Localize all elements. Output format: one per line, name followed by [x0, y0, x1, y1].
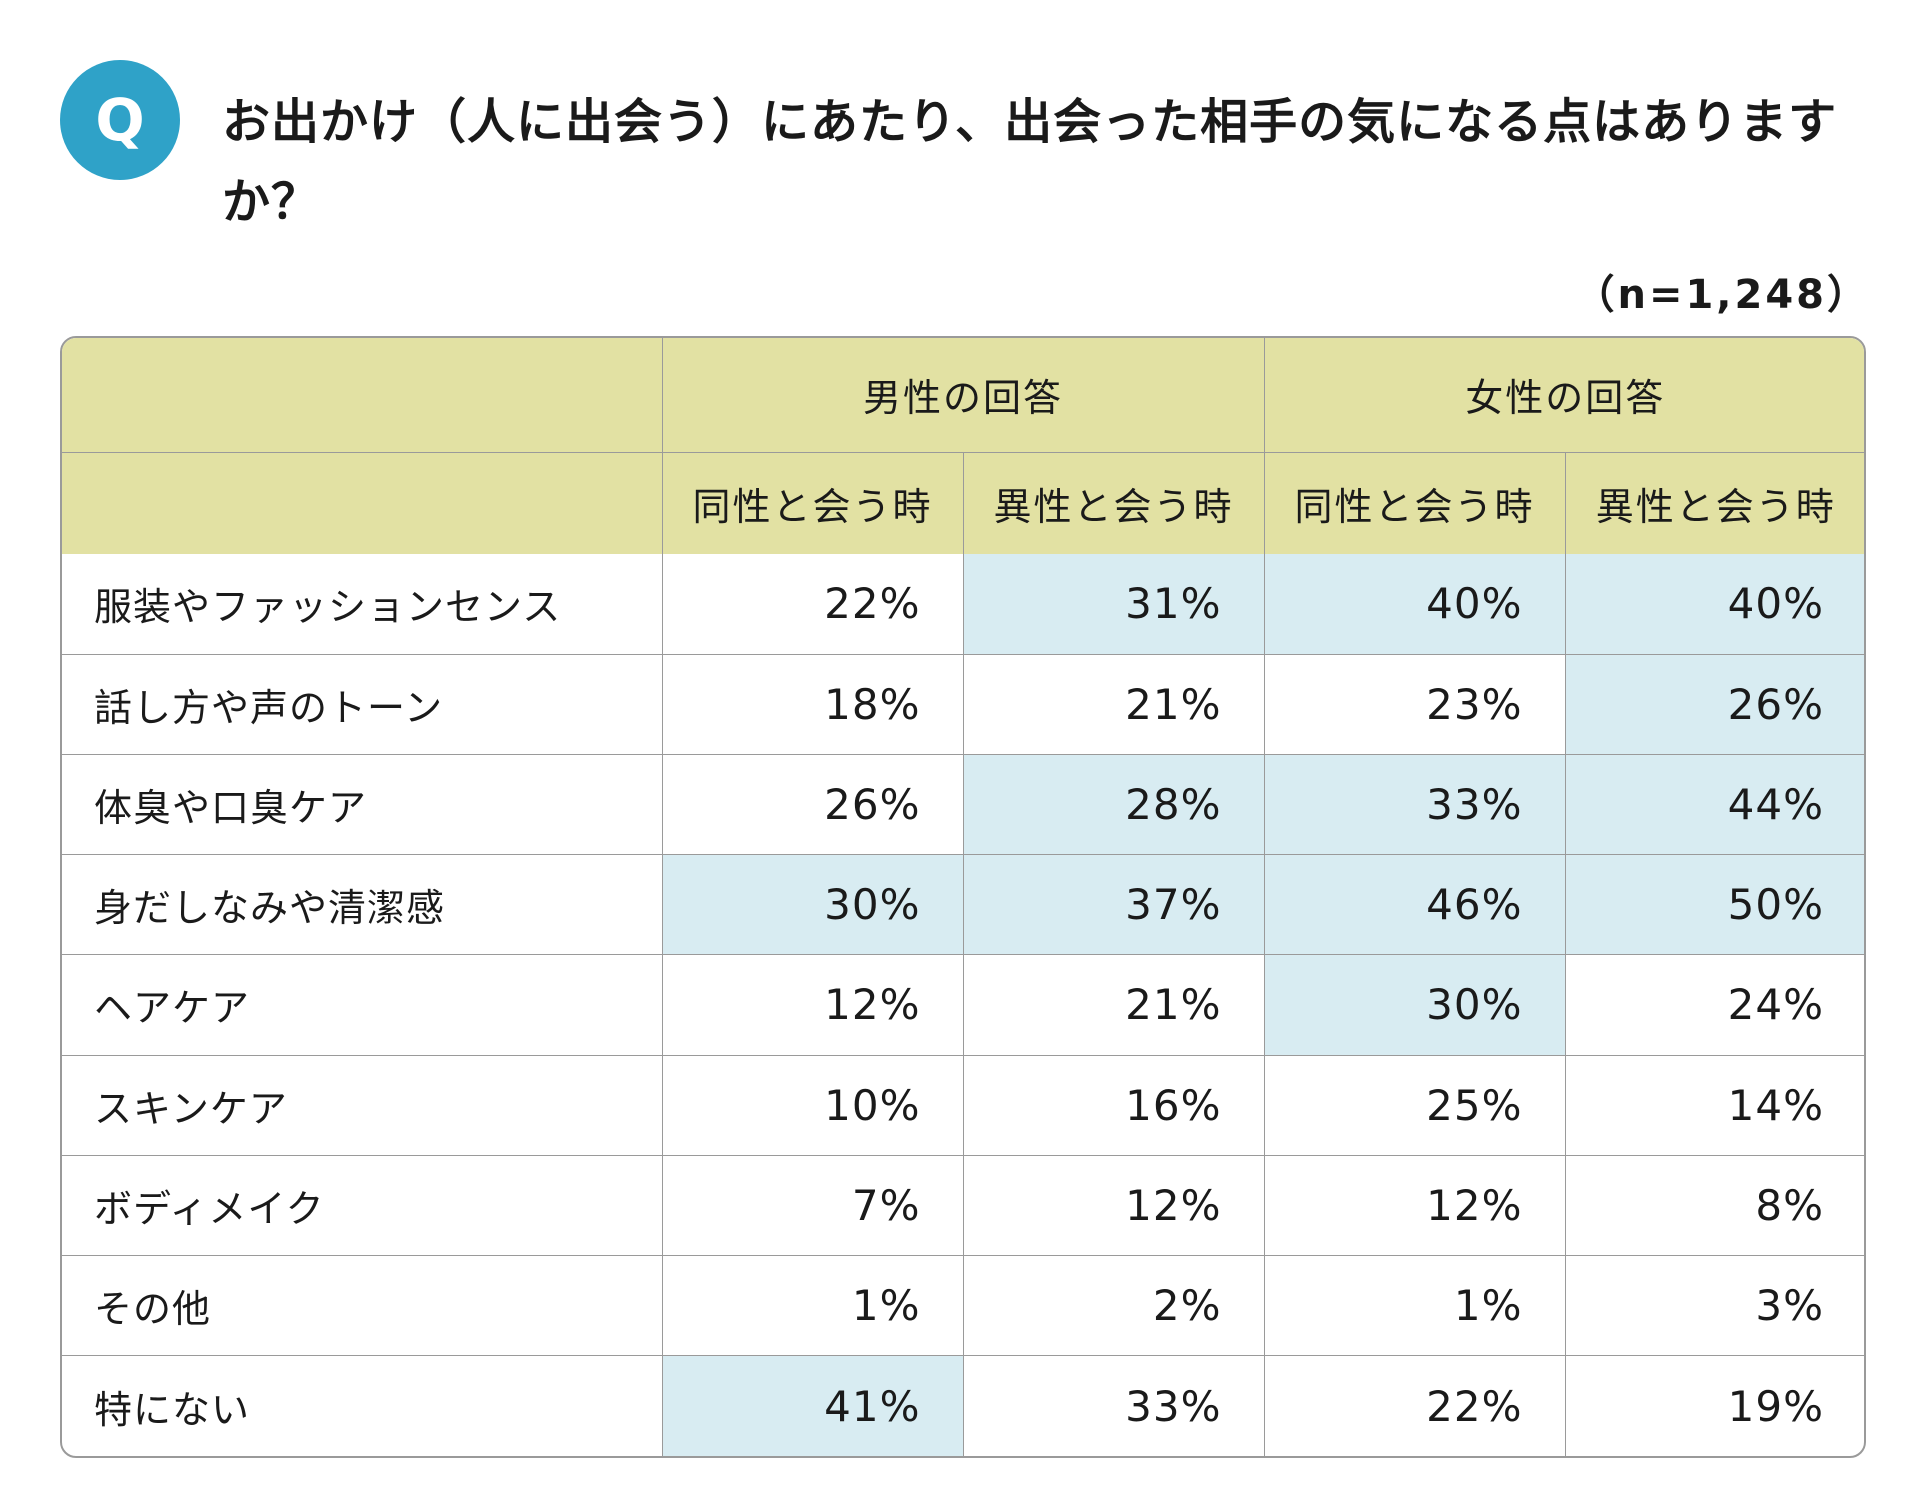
header-group-female: 女性の回答 — [1263, 338, 1864, 453]
cell-value: 41% — [661, 1355, 964, 1456]
cell-value: 23% — [1263, 653, 1566, 755]
header-col-female-same: 同性と会う時 — [1263, 451, 1566, 554]
table-row: 話し方や声のトーン 18% 21% 23% 26% — [62, 653, 1864, 755]
cell-value: 1% — [661, 1255, 964, 1357]
cell-value: 12% — [1263, 1154, 1566, 1257]
cell-value: 2% — [962, 1255, 1265, 1357]
cell-value: 26% — [1564, 653, 1864, 755]
cell-value: 8% — [1564, 1154, 1864, 1257]
cell-value: 40% — [1263, 554, 1566, 655]
cell-value: 12% — [661, 954, 964, 1056]
results-table: 男性の回答 女性の回答 同性と会う時 異性と会う時 同性と会う時 異性と会う時 … — [62, 338, 1864, 1456]
question-badge-icon: Q — [60, 60, 180, 180]
results-table-container: 男性の回答 女性の回答 同性と会う時 異性と会う時 同性と会う時 異性と会う時 … — [60, 336, 1866, 1458]
cell-value: 46% — [1263, 854, 1566, 956]
row-label: 体臭や口臭ケア — [62, 753, 663, 856]
table-row: 特にない 41% 33% 22% 19% — [62, 1355, 1864, 1456]
cell-value: 37% — [962, 854, 1265, 956]
cell-value: 40% — [1564, 554, 1864, 655]
cell-value: 3% — [1564, 1255, 1864, 1357]
sample-size: （n=1,248） — [1574, 272, 1870, 318]
table-body: 服装やファッションセンス 22% 31% 40% 40% 話し方や声のトーン 1… — [62, 554, 1864, 1456]
header-corner-bottom — [62, 451, 663, 554]
cell-value: 10% — [661, 1054, 964, 1156]
cell-value: 19% — [1564, 1355, 1864, 1456]
row-label: スキンケア — [62, 1054, 663, 1156]
table-row: 身だしなみや清潔感 30% 37% 46% 50% — [62, 854, 1864, 956]
table-row: ボディメイク 7% 12% 12% 8% — [62, 1154, 1864, 1257]
cell-value: 21% — [962, 653, 1265, 755]
cell-value: 14% — [1564, 1054, 1864, 1156]
row-label: その他 — [62, 1255, 663, 1357]
cell-value: 1% — [1263, 1255, 1566, 1357]
cell-value: 25% — [1263, 1054, 1566, 1156]
cell-value: 26% — [661, 753, 964, 856]
row-label: 話し方や声のトーン — [62, 653, 663, 755]
cell-value: 16% — [962, 1054, 1265, 1156]
cell-value: 24% — [1564, 954, 1864, 1056]
header-col-female-opposite: 異性と会う時 — [1564, 451, 1864, 554]
table-row: スキンケア 10% 16% 25% 14% — [62, 1054, 1864, 1156]
cell-value: 31% — [962, 554, 1265, 655]
cell-value: 12% — [962, 1154, 1265, 1257]
cell-value: 7% — [661, 1154, 964, 1257]
table-row: 体臭や口臭ケア 26% 28% 33% 44% — [62, 753, 1864, 856]
table-row: ヘアケア 12% 21% 30% 24% — [62, 954, 1864, 1056]
question-title: お出かけ（人に出会う）にあたり、出会った相手の気になる点はありますか？ — [222, 94, 1838, 230]
row-label: 服装やファッションセンス — [62, 554, 663, 655]
cell-value: 28% — [962, 753, 1265, 856]
table-row: その他 1% 2% 1% 3% — [62, 1255, 1864, 1357]
cell-value: 22% — [661, 554, 964, 655]
cell-value: 21% — [962, 954, 1265, 1056]
cell-value: 50% — [1564, 854, 1864, 956]
header-group-male: 男性の回答 — [661, 338, 1265, 453]
cell-value: 30% — [661, 854, 964, 956]
header-col-male-opposite: 異性と会う時 — [962, 451, 1265, 554]
row-label: ヘアケア — [62, 954, 663, 1056]
row-label: 特にない — [62, 1355, 663, 1456]
cell-value: 30% — [1263, 954, 1566, 1056]
table-row: 服装やファッションセンス 22% 31% 40% 40% — [62, 554, 1864, 655]
cell-value: 22% — [1263, 1355, 1566, 1456]
cell-value: 33% — [1263, 753, 1566, 856]
row-label: ボディメイク — [62, 1154, 663, 1257]
cell-value: 33% — [962, 1355, 1265, 1456]
cell-value: 18% — [661, 653, 964, 755]
header-col-male-same: 同性と会う時 — [661, 451, 964, 554]
question-badge-letter: Q — [95, 86, 145, 154]
cell-value: 44% — [1564, 753, 1864, 856]
header-corner-top — [62, 338, 663, 453]
row-label: 身だしなみや清潔感 — [62, 854, 663, 956]
